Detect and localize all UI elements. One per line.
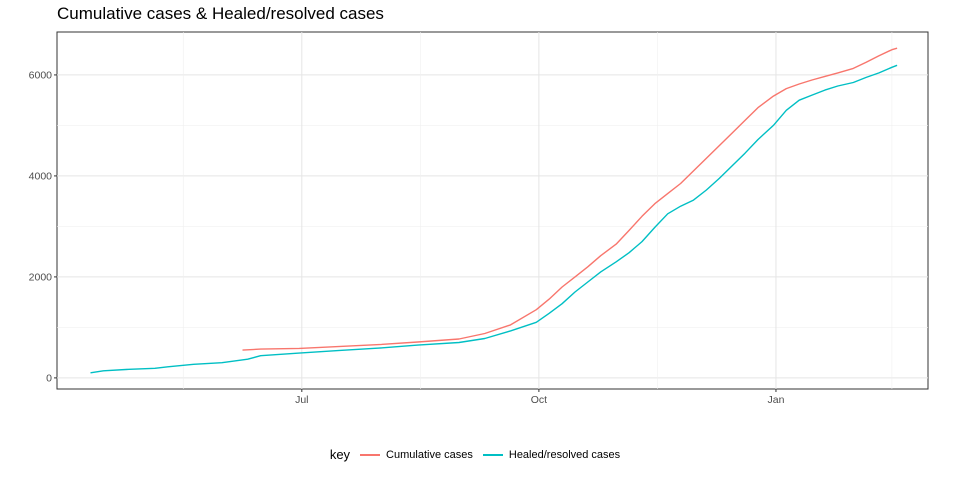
y-tick-label: 0: [46, 372, 52, 384]
legend-key-cumulative: [360, 453, 381, 456]
y-axis: 0 2000 4000 6000: [29, 69, 57, 384]
legend-entry-cumulative: Cumulative cases: [360, 449, 473, 461]
plot-panel: [56, 31, 929, 390]
x-axis: Jul Oct Jan: [295, 389, 785, 406]
legend-entry-healed: Healed/resolved cases: [482, 448, 621, 461]
grid-lines: [57, 32, 928, 389]
x-tick-label: Oct: [531, 394, 547, 406]
series-line-healed: [90, 64, 898, 374]
x-tick-label: Jan: [767, 394, 784, 406]
y-tick-label: 4000: [29, 170, 53, 182]
line-chart: 0 2000 4000 6000 Jul Oct Jan: [29, 31, 929, 406]
legend-title: key: [329, 447, 351, 462]
series-line-cumulative: [242, 47, 898, 351]
legend-key-healed: [482, 453, 503, 456]
legend-label-cumulative: Cumulative cases: [386, 448, 473, 461]
x-tick-label: Jul: [295, 394, 308, 406]
chart-title: Cumulative cases & Healed/resolved cases: [57, 4, 384, 23]
legend: key Cumulative cases Healed/resolved cas…: [0, 447, 960, 462]
legend-label-healed: Healed/resolved cases: [508, 448, 621, 461]
series-layer: [90, 47, 898, 374]
y-tick-label: 6000: [29, 69, 53, 81]
y-tick-label: 2000: [29, 271, 53, 283]
